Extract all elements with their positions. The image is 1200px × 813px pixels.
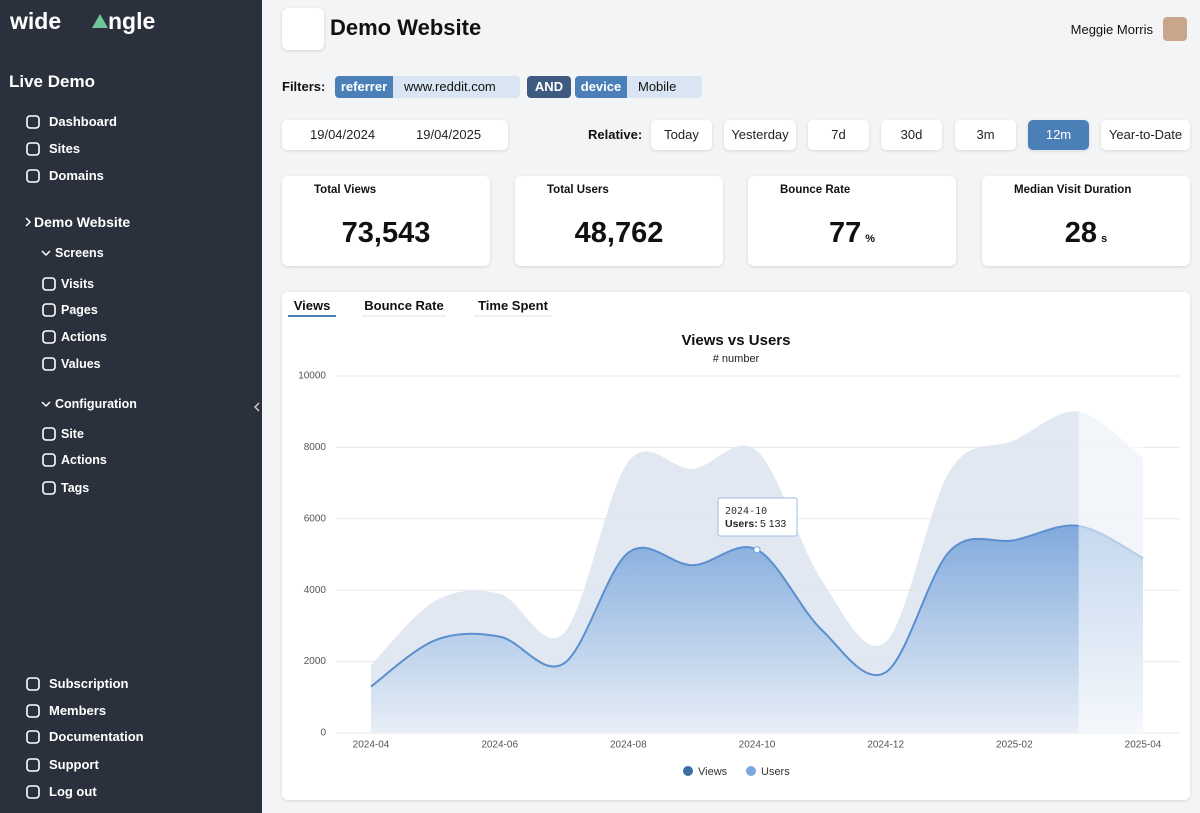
range-button[interactable] (881, 120, 942, 150)
stat-value-box: 73,543 (342, 214, 431, 257)
stat-card (982, 176, 1190, 266)
chart-panel (282, 292, 1190, 800)
range-button[interactable] (724, 120, 796, 150)
stat-label: Median Visit Duration (1014, 184, 1132, 196)
stat-value-box: 77% (829, 214, 875, 258)
nav-item[interactable]: Visits (61, 277, 95, 291)
nav-item[interactable]: Dashboard (49, 114, 117, 129)
chip-key (335, 76, 393, 98)
range-button-label[interactable]: 12m (1045, 127, 1072, 142)
date-from: 19/04/2024 (310, 127, 376, 142)
nav-item[interactable]: Members (49, 703, 107, 718)
chip-key (575, 76, 627, 98)
range-button-label[interactable]: Today (664, 127, 699, 142)
tab[interactable]: Views (293, 298, 331, 313)
filter-label: Filters: (282, 79, 326, 94)
page-title: Demo Website (330, 15, 482, 40)
chip-value[interactable] (393, 76, 520, 98)
user-name[interactable]: Meggie Morris (1070, 22, 1153, 37)
relative-label: Relative: (588, 127, 643, 142)
joiner-text: AND (534, 79, 564, 94)
stat-value-box: 48,762 (575, 214, 664, 257)
nav-item[interactable]: Subscription (49, 676, 129, 691)
range-button-label[interactable]: Year-to-Date (1108, 127, 1183, 142)
joiner (527, 76, 571, 98)
avatar (1163, 17, 1187, 41)
nav-item[interactable]: Documentation (49, 729, 144, 744)
range-button-label[interactable]: 3m (976, 127, 995, 142)
stat-value: 73,543 (341, 217, 431, 249)
stat-value-box: 28 s (1065, 214, 1107, 258)
workspace: Live Demo (9, 72, 95, 91)
brand: ngle (108, 8, 156, 34)
range-button[interactable] (1028, 120, 1089, 150)
range-button[interactable] (651, 120, 712, 150)
nav-item[interactable]: Support (49, 757, 99, 772)
date-range[interactable] (282, 120, 508, 150)
date-to: 19/04/2025 (416, 127, 482, 142)
tab[interactable]: Time Spent (478, 298, 548, 313)
stat-card (282, 176, 490, 266)
chip-key-text[interactable]: device (580, 79, 622, 94)
nav-item[interactable]: Log out (49, 784, 97, 799)
range-button-label[interactable]: Yesterday (731, 127, 789, 142)
nav-item[interactable]: Domains (49, 168, 104, 183)
group-title[interactable]: Configuration (55, 397, 137, 411)
chip-value[interactable] (627, 76, 702, 98)
group-title[interactable]: Screens (55, 246, 104, 260)
stat-value: 28 (1064, 217, 1098, 249)
tab[interactable]: Bounce Rate (364, 298, 444, 313)
chip-value-text[interactable]: www.reddit.com (404, 79, 496, 94)
stat-value: 77 (828, 217, 862, 249)
stat-unit: % (865, 233, 876, 245)
stat-card (515, 176, 723, 266)
nav-item[interactable]: Values (61, 357, 101, 371)
nav-item[interactable]: Actions (61, 330, 107, 344)
range-button[interactable] (1101, 120, 1190, 150)
chip-value-text[interactable]: Mobile (638, 79, 677, 94)
nav-item[interactable]: Actions (61, 453, 107, 467)
nav-item[interactable]: Site (61, 427, 84, 441)
stat-label: Total Views (314, 184, 377, 196)
chip-key-text[interactable]: referrer (340, 79, 388, 94)
range-button-label[interactable]: 7d (831, 127, 846, 142)
range-button[interactable] (808, 120, 869, 150)
range-button-label[interactable]: 30d (900, 127, 923, 142)
nav-item[interactable]: Tags (61, 481, 90, 495)
stat-card (748, 176, 956, 266)
site-item[interactable]: Demo Website (34, 214, 131, 230)
stat-value: 48,762 (574, 217, 664, 249)
stat-label: Total Users (547, 184, 609, 196)
nav-item[interactable]: Pages (61, 303, 98, 317)
range-button[interactable] (955, 120, 1016, 150)
site-logo (282, 8, 324, 50)
brand: wide (10, 8, 62, 34)
stat-unit: s (1101, 233, 1108, 245)
nav-item[interactable]: Sites (49, 141, 81, 156)
stat-label: Bounce Rate (780, 184, 851, 196)
